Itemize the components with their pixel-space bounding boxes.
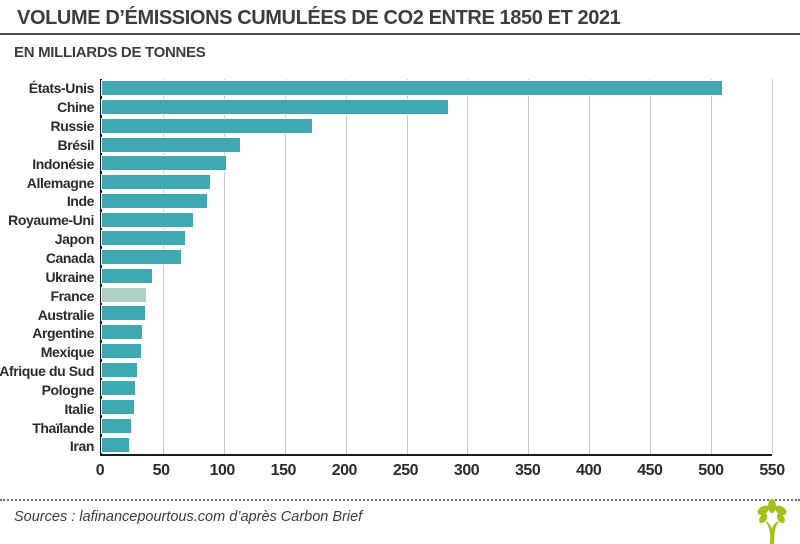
bar-row [102,173,772,192]
category-label: Brésil [57,136,94,153]
x-tick-label: 50 [152,462,170,479]
category-label: Chine [57,99,94,116]
gridline [711,79,713,454]
y-axis-category-labels: États-Unis Chine Russie Brésil Indonésie Alle… [0,79,94,456]
category-label: Royaume-Uni [8,212,94,229]
bar [102,100,448,115]
category-label: États-Unis [28,80,95,97]
category-label: Indonésie [32,155,94,172]
category-label: Japon [54,231,95,248]
bar-chart-plot-area [100,79,773,456]
bar-row [102,304,772,323]
x-tick-label: 0 [95,462,105,479]
bar [102,306,145,321]
x-tick-label: 550 [759,462,785,479]
bar [102,212,194,227]
x-tick-label: 300 [453,462,480,479]
bar-row [102,360,772,379]
bar-row [102,398,772,417]
gridline [162,79,164,454]
bar [102,418,132,433]
gridline [650,79,652,454]
category-label: Thaïlande [32,419,94,436]
bars-layer [102,79,772,454]
bar [102,81,723,96]
x-tick-label: 250 [392,462,419,479]
x-tick-label: 200 [331,462,358,479]
bar [102,193,207,208]
bar [102,325,143,340]
tree-logo-icon [757,498,787,544]
x-tick-label: 100 [209,462,236,479]
category-label: Pologne [41,381,95,398]
bar [102,437,129,452]
bar-row [102,117,772,136]
bar-row [102,229,772,248]
gridline [528,79,530,454]
category-label: Italie [64,400,94,417]
bar [102,400,134,415]
x-tick-label: 450 [637,462,663,479]
category-label: Iran [69,438,94,455]
category-label: Allemagne [26,174,95,191]
bar-row [102,192,772,211]
bar [102,268,152,283]
category-label: France [50,287,94,304]
source-text: Sources : lafinancepourtous.com d’après … [14,509,363,525]
bar [102,118,312,133]
bar [102,231,185,246]
category-label: Canada [45,250,95,267]
bar-row [102,98,772,117]
bar [102,343,141,358]
x-tick-label: 150 [270,462,297,479]
gridline [589,79,591,454]
bar-highlighted [102,287,146,302]
category-label: Ukraine [45,268,94,285]
gridline [772,79,773,454]
category-label: Russie [50,118,94,135]
gridline [284,79,286,454]
bar-row [102,79,772,98]
x-tick-label: 350 [515,462,541,479]
bar-row [102,267,772,286]
page-title: VOLUME D’ÉMISSIONS CUMULÉES DE CO2 ENTRE… [17,7,621,29]
bar [102,156,227,171]
bar-row [102,435,772,454]
title-divider [0,33,800,35]
gridline [467,79,469,454]
category-label: Afrique du Sud [0,363,94,380]
bar [102,362,138,377]
gridline [345,79,347,454]
bar-row [102,379,772,398]
bar-row [102,323,772,342]
bar [102,250,182,265]
category-label: Mexique [40,344,95,361]
category-label: Argentine [32,325,94,342]
gridline [223,79,225,454]
bar [102,381,135,396]
category-label: Inde [66,193,95,210]
bar [102,175,211,190]
bar-row [102,154,772,173]
chart-unit-subtitle: EN MILLIARDS DE TONNES [14,44,206,61]
category-label: Australie [37,306,95,323]
bar-row [102,248,772,267]
bar-row [102,285,772,304]
bar-row [102,135,772,154]
x-axis-tick-labels: 0 50 100 150 200 250 300 350 400 450 500 550 [96,462,785,486]
bar-row [102,342,772,361]
bar-row [102,210,772,229]
footer-divider [0,499,800,501]
gridline [406,79,408,454]
x-tick-label: 400 [576,462,602,479]
bar [102,137,240,152]
bar-row [102,417,772,436]
x-tick-label: 500 [698,462,724,479]
